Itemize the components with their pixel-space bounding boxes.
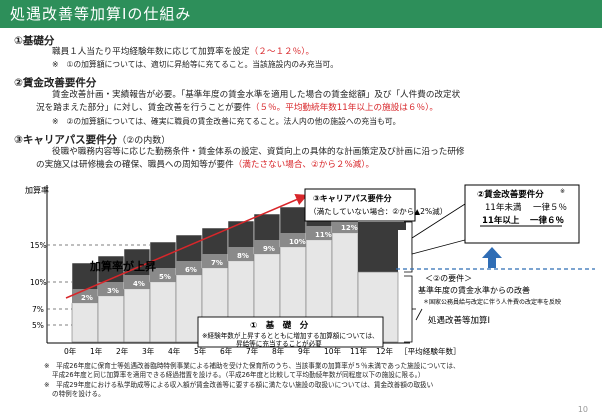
footnote-2: 平成26年度と同じ加算率を適用できる経過措置を設ける。（平成26年度と比較して平… xyxy=(52,371,425,379)
section-1-heading: ①基礎分 xyxy=(14,35,55,47)
x-tick-label: 0年 xyxy=(64,346,77,356)
section-3-text: の実施又は研修機会の確保、職員への周知等が要件 xyxy=(36,160,234,170)
wage-box-title: ②賃金改善要件分 xyxy=(477,189,544,200)
requirement-line2: ＊国家公務員給与改定に伴う人件費の改定率を反映 xyxy=(423,298,561,306)
base-rate-bar xyxy=(97,295,125,343)
section-3-rate: （満たさない場合、②から２%減）。 xyxy=(233,160,375,170)
base-rate-label: 4% xyxy=(133,280,145,288)
career-path-box xyxy=(304,188,416,222)
section-3-title: ③キャリアパス要件分 xyxy=(14,134,118,146)
section-2-note: ※ ②の加算額については、確実に職員の賃金改善に充てること。法人内の他の施設への… xyxy=(52,117,401,126)
wage-box-title-mark: ※ xyxy=(560,188,565,195)
base-rate-bar xyxy=(123,288,151,343)
y-axis-title: 加算率 xyxy=(25,185,49,195)
footnote-1: ※ 平成26年度に保育士等処遇改善臨時特例事業による補助を受けた保育所のうち、当… xyxy=(44,362,460,370)
x-tick-label: 11年 xyxy=(350,346,368,356)
x-tick-label: 4年 xyxy=(168,346,181,356)
base-rate-label: 8% xyxy=(237,252,249,260)
footnote-4: の特例を設ける。 xyxy=(52,390,105,398)
wage-row2-label: 11年以上 xyxy=(482,215,520,226)
section-1-rate: （２～１２％）。 xyxy=(249,47,315,57)
base-rate-label: 2% xyxy=(81,294,93,302)
base-portion-box xyxy=(197,316,384,348)
x-axis-title: ［平均経験年数］ xyxy=(400,346,461,356)
x-tick-label: 1年 xyxy=(90,346,103,356)
section-3-subtitle: （②の内数） xyxy=(117,136,171,146)
section-3-line1: 役職や職務内容等に応じた勤務条件・賃金体系の設定、資質向上の具体的な計画策定及び… xyxy=(52,147,465,157)
section-3-heading: ③キャリアパス要件分（②の内数） xyxy=(14,132,170,147)
x-tick-label: 9年 xyxy=(298,346,311,356)
base-rate-bar xyxy=(71,302,99,343)
section-2-text: 況を踏まえた部分」に対し、賃金改善を行うことが要件 xyxy=(36,103,251,113)
y-tick-7: 7% xyxy=(32,305,44,314)
page-title: 処遇改善等加算Ⅰの仕組み xyxy=(0,0,602,28)
wage-row1-label: 11年未満 xyxy=(485,202,522,213)
base-rate-label: 7% xyxy=(211,259,223,267)
rising-label: 加算率が上昇 xyxy=(89,259,156,273)
x-tick-label: 8年 xyxy=(272,346,285,356)
base-rate-bar xyxy=(149,281,177,343)
base-rate-label: 12% xyxy=(341,224,358,232)
requirement-heading: ＜②の要件＞ xyxy=(425,273,472,283)
wage-row1-value: 一律５％ xyxy=(533,202,567,213)
wage-row2-value: 一律６％ xyxy=(530,215,565,226)
footnote-3: ※ 平成29年度における私学助成等による収入額が賃金改善等に要する額に満たない施… xyxy=(44,381,434,389)
section-2-heading: ②賃金改善要件分 xyxy=(14,77,97,89)
career-path-note: （満たしていない場合：②から▲2%減） xyxy=(309,206,447,216)
x-tick-label: 10年 xyxy=(324,346,342,356)
x-tick-label: 7年 xyxy=(246,346,259,356)
x-tick-label: 3年 xyxy=(142,346,155,356)
y-tick-10: 10% xyxy=(30,278,47,287)
section-1-text: 職員１人当たり平均経験年数に応じて加算率を設定 xyxy=(52,47,250,57)
x-tick-label: 6年 xyxy=(220,346,233,356)
base-rate-label: 9% xyxy=(263,245,275,253)
base-rate-label: 5% xyxy=(159,273,171,281)
section-2-line1: 賃金改善計画・実績報告が必要。「基準年度の賃金水準を適用した場合の賃金総額」及び… xyxy=(52,90,461,100)
y-tick-5: 5% xyxy=(32,321,44,330)
base-box-line1: ※経験年数が上昇するとともに増加する加算額については、 xyxy=(202,331,379,340)
increase-arrow-icon xyxy=(482,247,502,268)
page-number: 10 xyxy=(577,405,588,414)
x-tick-label: 12年 xyxy=(376,346,394,356)
base-rate-label: 6% xyxy=(185,266,197,274)
wage-requirement-box xyxy=(464,184,580,244)
x-tick-label: 5年 xyxy=(194,346,207,356)
section-1-note: ※ ①の加算額については、適切に昇給等に充てること。当該施設内のみ充当可。 xyxy=(52,60,339,69)
x-tick-label: 2年 xyxy=(116,346,129,356)
base-rate-label: 10% xyxy=(289,238,306,246)
section-2-rate: （５％。平均勤続年数11年以上の施設は６％）。 xyxy=(250,103,438,113)
section-3-line2: の実施又は研修機会の確保、職員への周知等が要件（満たさない場合、②から２%減）。 xyxy=(36,159,374,171)
base-rate-label: 11% xyxy=(315,231,332,239)
base-box-line2: 昇給等に充当することが必要 xyxy=(236,339,322,348)
base-rate-label: 3% xyxy=(107,287,119,295)
base-box-title: ① 基 礎 分 xyxy=(250,320,309,331)
total-label: 処遇改善等加算Ⅰ xyxy=(428,315,490,326)
x-tick-group: 0年 1年 2年 3年 4年 5年 6年 7年 8年 9年 10年 11年 12年 xyxy=(64,346,394,356)
section-2-line2: 況を踏まえた部分」に対し、賃金改善を行うことが要件（５％。平均勤続年数11年以上… xyxy=(36,102,438,114)
section-1-line: 職員１人当たり平均経験年数に応じて加算率を設定（２～１２％）。 xyxy=(52,46,314,58)
rising-arrow xyxy=(65,194,308,299)
requirement-line1: 基準年度の賃金水準からの改善 xyxy=(418,285,530,295)
y-tick-15: 15% xyxy=(30,241,47,250)
career-path-title: ③キャリアパス要件分 xyxy=(313,193,392,203)
